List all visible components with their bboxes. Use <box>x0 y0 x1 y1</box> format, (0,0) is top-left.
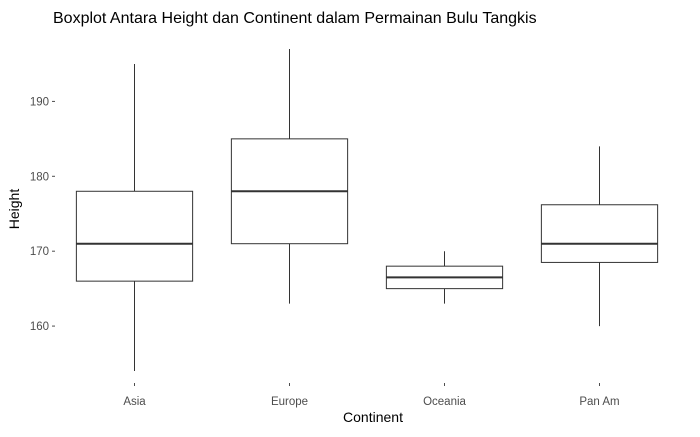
box-group <box>540 146 659 327</box>
box-group <box>385 251 504 304</box>
y-tick-label: 190 <box>30 96 49 108</box>
y-tick-label: 170 <box>30 246 49 258</box>
y-axis-title: Height <box>6 189 22 230</box>
x-tick-label: Pan Am <box>579 396 619 408</box>
box-group <box>230 48 349 304</box>
box-iqr <box>540 204 659 263</box>
y-tick-label: 160 <box>30 321 49 333</box>
y-axis: 160 170 180 190 <box>30 96 55 333</box>
x-axis: Asia Europe Oceania Pan Am <box>123 383 620 408</box>
y-tick-label: 180 <box>30 171 49 183</box>
box-group <box>75 63 194 372</box>
box-iqr <box>75 190 194 282</box>
x-axis-title: Continent <box>343 409 403 425</box>
boxes <box>75 48 659 372</box>
x-tick-label: Asia <box>123 396 146 408</box>
x-tick-label: Oceania <box>423 396 466 408</box>
x-tick-label: Europe <box>271 396 308 408</box>
chart-title: Boxplot Antara Height dan Continent dala… <box>53 10 537 27</box>
